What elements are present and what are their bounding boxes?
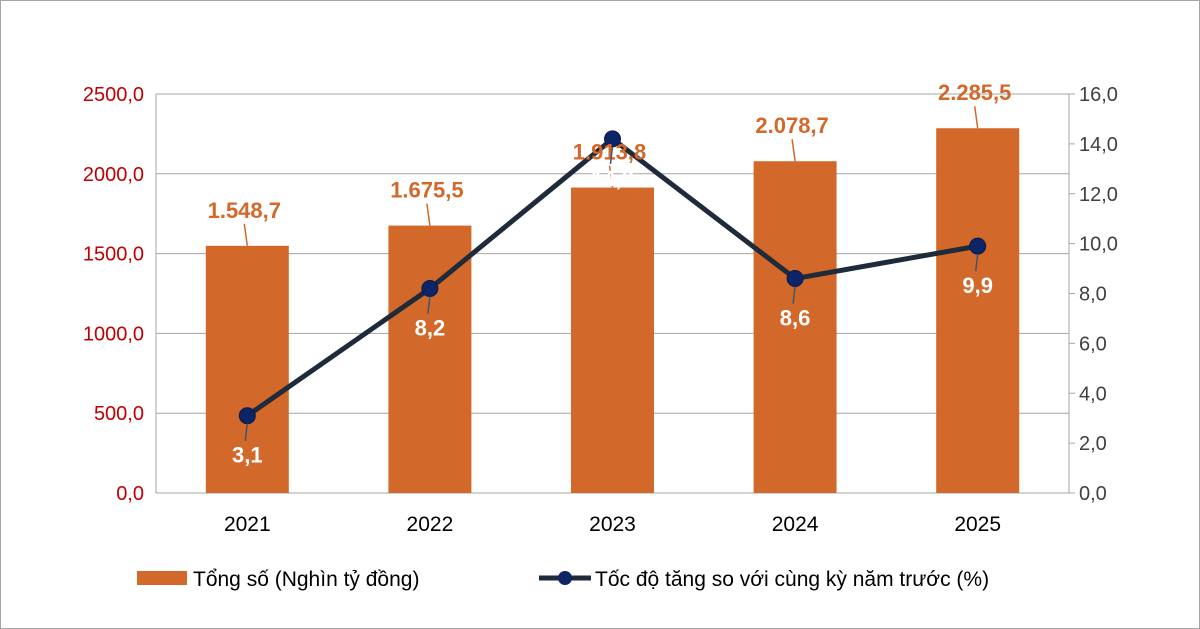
legend-line-marker — [558, 571, 572, 585]
y-right-tick-label: 8,0 — [1079, 284, 1107, 306]
y-right-tick-label: 4,0 — [1079, 383, 1107, 405]
bar — [205, 245, 289, 493]
y-right-tick-label: 16,0 — [1079, 84, 1118, 106]
y-left-tick-label: 0,0 — [116, 483, 144, 505]
x-tick-label: 2024 — [772, 513, 819, 536]
bar-data-label: 1.548,7 — [208, 198, 281, 223]
line-marker — [421, 280, 439, 298]
y-right-tick-label: 10,0 — [1079, 234, 1118, 256]
line-data-label: 3,1 — [232, 443, 263, 468]
bar — [753, 161, 837, 493]
legend-bar-label: Tổng số (Nghìn tỷ đồng) — [193, 568, 419, 591]
line-data-label: 8,6 — [780, 306, 811, 331]
line-label-leader — [609, 146, 614, 164]
bar — [571, 187, 654, 493]
y-right-tick-label: 2,0 — [1079, 433, 1107, 455]
line-marker — [969, 237, 987, 255]
line-marker — [238, 407, 256, 425]
x-tick-label: 2023 — [589, 513, 636, 536]
bar — [936, 128, 1020, 493]
line-label-leader — [974, 254, 979, 272]
bar-label-leader — [791, 139, 796, 162]
y-left-tick-label: 2500,0 — [83, 84, 144, 106]
legend-bar-swatch — [137, 571, 187, 585]
y-left-tick-label: 500,0 — [94, 403, 144, 425]
line-data-label: 14,2 — [591, 166, 634, 191]
y-right-tick-label: 12,0 — [1079, 184, 1118, 206]
y-right-tick-label: 6,0 — [1079, 333, 1107, 355]
bar-data-label: 1.913,8 — [573, 140, 646, 165]
bar-label-leader — [426, 203, 431, 226]
y-left-tick-label: 2000,0 — [83, 164, 144, 186]
y-right-tick-label: 0,0 — [1079, 483, 1107, 505]
x-tick-label: 2025 — [954, 513, 1001, 536]
bar-label-leader — [243, 223, 249, 246]
bar-data-label: 2.285,5 — [938, 80, 1011, 105]
x-tick-label: 2021 — [224, 513, 271, 536]
line-data-label: 9,9 — [962, 273, 993, 298]
line-label-leader — [244, 423, 249, 441]
legend-line-label: Tốc độ tăng so với cùng kỳ năm trước (%) — [595, 568, 989, 591]
y-right-tick-label: 14,0 — [1079, 134, 1118, 156]
bar-data-label: 2.078,7 — [755, 113, 828, 138]
line-data-label: 8,2 — [415, 316, 446, 341]
bar-label-leader — [973, 106, 979, 129]
line-label-leader — [792, 286, 796, 304]
line-label-leader — [427, 296, 431, 314]
line-marker — [786, 270, 804, 288]
y-left-tick-label: 1500,0 — [83, 244, 144, 266]
bar-label-leader — [608, 165, 614, 188]
bar-data-label: 1.675,5 — [390, 178, 463, 203]
x-tick-label: 2022 — [407, 513, 454, 536]
y-left-tick-label: 1000,0 — [83, 323, 144, 345]
bar — [388, 225, 472, 493]
